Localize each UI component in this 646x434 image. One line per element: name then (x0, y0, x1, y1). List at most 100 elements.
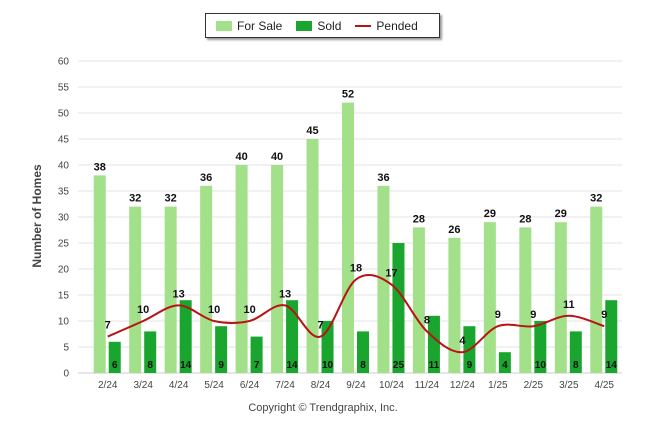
x-tick-label: 11/24 (415, 380, 440, 391)
legend-item-sold[interactable]: Sold (296, 19, 341, 33)
bar-sold (534, 321, 547, 373)
bar-sold (144, 331, 157, 373)
legend-label-sold: Sold (317, 18, 342, 33)
data-label-sold: 14 (287, 360, 299, 371)
data-label-for-sale: 32 (165, 193, 177, 205)
y-tick-label: 45 (58, 135, 70, 146)
y-tick-label: 5 (63, 343, 69, 354)
y-tick-label: 60 (58, 57, 70, 68)
data-label-for-sale: 28 (519, 213, 531, 225)
data-label-pended: 9 (495, 309, 501, 321)
bar-for-sale (412, 227, 425, 373)
data-label-for-sale: 36 (377, 172, 389, 184)
data-label-pended: 11 (563, 299, 575, 311)
data-label-for-sale: 32 (129, 193, 141, 205)
x-tick-label: 6/24 (240, 380, 260, 391)
bar-sold (250, 336, 263, 373)
data-label-sold: 6 (112, 360, 118, 371)
data-label-pended: 10 (243, 304, 255, 316)
data-label-for-sale: 28 (413, 213, 425, 225)
data-label-pended: 18 (350, 262, 362, 274)
bar-sold (286, 300, 299, 373)
data-label-for-sale: 45 (306, 125, 318, 137)
data-label-for-sale: 52 (342, 89, 354, 101)
legend-item-for-sale[interactable]: For Sale (216, 19, 282, 33)
x-tick-label: 8/24 (311, 380, 331, 391)
data-label-for-sale: 40 (235, 151, 247, 163)
y-tick-label: 40 (58, 161, 70, 172)
copyright-credit: Copyright © Trendgraphix, Inc. (248, 402, 398, 414)
data-label-for-sale: 36 (200, 172, 212, 184)
data-label-sold: 25 (393, 360, 405, 371)
data-label-pended: 13 (173, 288, 185, 300)
x-tick-label: 4/25 (595, 380, 615, 391)
data-label-sold: 14 (180, 360, 192, 371)
bar-sold (179, 300, 192, 373)
bar-for-sale (342, 102, 354, 373)
pended-line (107, 273, 605, 354)
data-label-sold: 10 (535, 360, 547, 371)
bar-for-sale (590, 206, 603, 373)
x-tick-label: 4/24 (169, 380, 189, 391)
y-tick-label: 55 (58, 83, 70, 94)
x-tick-label: 3/24 (133, 380, 153, 391)
bar-for-sale (554, 222, 567, 373)
x-tick-label: 3/25 (559, 380, 579, 391)
data-label-pended: 17 (385, 268, 397, 280)
bar-sold (569, 331, 582, 373)
data-label-pended: 10 (137, 304, 149, 316)
data-label-sold: 10 (322, 360, 334, 371)
y-tick-label: 0 (63, 369, 69, 380)
bar-sold (427, 315, 440, 373)
bar-sold (357, 331, 369, 373)
data-label-for-sale: 29 (555, 208, 567, 220)
data-label-for-sale: 38 (94, 161, 106, 173)
data-label-for-sale: 26 (448, 224, 460, 236)
bar-for-sale (519, 227, 532, 373)
legend-label-pended: Pended (376, 18, 418, 33)
y-tick-label: 35 (58, 187, 70, 198)
y-tick-label: 25 (58, 239, 70, 250)
bar-for-sale (483, 222, 496, 373)
data-label-for-sale: 40 (271, 151, 283, 163)
bar-for-sale (93, 175, 106, 373)
data-label-sold: 14 (606, 360, 618, 371)
bar-sold (392, 243, 405, 373)
data-label-pended: 13 (279, 288, 291, 300)
data-label-sold: 9 (467, 360, 473, 371)
bar-for-sale (448, 237, 461, 373)
data-label-sold: 11 (429, 360, 440, 371)
data-label-pended: 9 (601, 309, 607, 321)
data-label-sold: 8 (573, 360, 579, 371)
sold-swatch-icon (296, 20, 313, 31)
bar-for-sale (200, 185, 213, 373)
bar-sold (605, 300, 618, 373)
data-label-pended: 4 (459, 335, 466, 347)
bar-sold (215, 326, 228, 373)
y-tick-label: 20 (58, 265, 70, 276)
data-label-sold: 7 (254, 360, 260, 371)
x-tick-label: 9/24 (346, 380, 366, 391)
bar-for-sale (129, 206, 142, 373)
data-label-sold: 9 (218, 360, 224, 371)
y-tick-label: 10 (58, 317, 70, 328)
x-tick-label: 2/25 (524, 380, 544, 391)
data-label-sold: 8 (147, 360, 153, 371)
x-tick-label: 12/24 (450, 380, 475, 391)
legend-item-pended[interactable]: Pended (355, 18, 418, 33)
bar-for-sale (235, 165, 248, 373)
y-tick-label: 30 (58, 213, 70, 224)
data-label-pended: 8 (424, 314, 430, 326)
chart-legend: For Sale Sold Pended (205, 13, 440, 38)
pended-swatch-icon (355, 24, 372, 27)
for-sale-swatch-icon (216, 20, 232, 31)
data-label-pended: 7 (105, 320, 111, 332)
x-tick-label: 1/25 (488, 380, 508, 391)
bar-sold (498, 352, 511, 373)
data-label-pended: 9 (530, 309, 536, 321)
bar-for-sale (164, 206, 177, 373)
y-tick-label: 50 (58, 109, 70, 120)
bar-for-sale (306, 139, 319, 373)
